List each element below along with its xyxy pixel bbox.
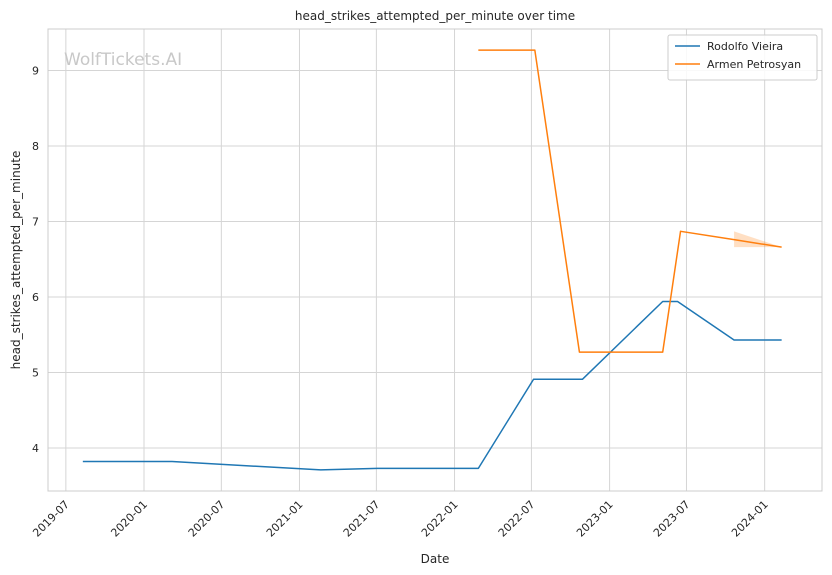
- watermark-text: WolfTickets.AI: [64, 50, 182, 70]
- legend-box: [667, 34, 818, 81]
- grid-lines: [48, 29, 822, 491]
- series-lines: [82, 49, 782, 471]
- y-tick-label: 9: [32, 65, 39, 78]
- legend-label-rodolfo-vieira: Rodolfo Vieira: [707, 40, 783, 53]
- y-tick-label: 4: [32, 442, 39, 455]
- y-tick-label: 8: [32, 140, 39, 153]
- confidence-band-armen-petrosyan: [734, 231, 782, 248]
- y-tick-label: 7: [32, 216, 39, 229]
- chart-title: head_strikes_attempted_per_minute over t…: [295, 9, 575, 23]
- y-axis-title: head_strikes_attempted_per_minute: [9, 151, 23, 370]
- y-axis-ticks: 4 5 6 7 8 9: [32, 65, 39, 455]
- y-tick-label: 5: [32, 366, 39, 379]
- y-tick-label: 6: [32, 291, 39, 304]
- legend: Rodolfo Vieira Armen Petrosyan: [667, 34, 818, 81]
- legend-label-armen-petrosyan: Armen Petrosyan: [707, 58, 801, 71]
- plot-area-frame: [47, 28, 823, 492]
- series-line-armen-petrosyan: [478, 49, 782, 353]
- x-axis-title: Date: [421, 552, 450, 566]
- confidence-bands: [734, 231, 782, 248]
- series-line-rodolfo-vieira: [82, 300, 782, 471]
